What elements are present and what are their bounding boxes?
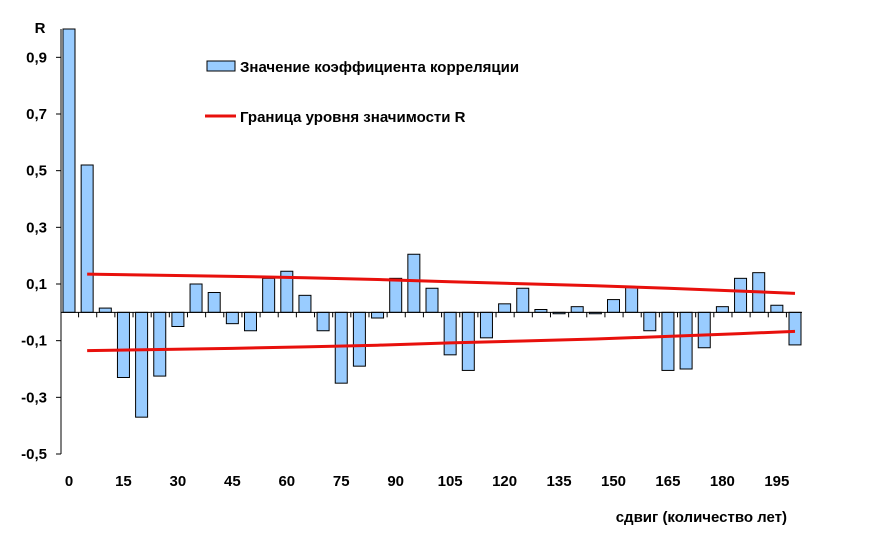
- y-tick-label: -0,5: [21, 446, 47, 463]
- x-tick-label: 30: [170, 473, 187, 490]
- bar: [389, 277, 403, 313]
- y-tick-label: 0,3: [26, 219, 47, 236]
- bar: [570, 306, 584, 313]
- bar: [116, 311, 130, 379]
- x-tick-label: 15: [115, 473, 132, 490]
- y-tick-group: 0,9 0,7 0,5 0,3 0,1 -0,1 -0,3 -0,5: [21, 49, 61, 463]
- bar: [244, 311, 257, 332]
- bar: [62, 28, 76, 313]
- x-tick-label: 45: [224, 473, 241, 490]
- bar: [788, 311, 802, 346]
- bar: [516, 287, 530, 313]
- bar: [407, 253, 421, 313]
- x-tick-label: 180: [710, 473, 735, 490]
- y-tick-label: -0,3: [21, 389, 47, 406]
- x-axis-title: сдвиг (количество лет): [616, 509, 787, 526]
- bar: [625, 286, 639, 313]
- bar: [80, 164, 94, 313]
- bar: [770, 304, 784, 313]
- bar: [479, 311, 493, 339]
- legend-bar-label: Значение коэффициента корреляции: [240, 59, 519, 76]
- significance-line: [87, 329, 796, 353]
- y-tick-label: -0,1: [21, 333, 47, 350]
- x-tick-group: 0 15 30 45 60 75 90 105 120 135 150 165 180 195: [65, 312, 789, 490]
- bar: [661, 311, 675, 371]
- x-tick-label: 90: [387, 473, 404, 490]
- bar: [443, 311, 457, 356]
- y-tick-label: 0,1: [26, 276, 47, 293]
- y-tick-label: 0,5: [26, 163, 47, 180]
- bar: [643, 311, 657, 332]
- bar: [316, 311, 330, 332]
- x-tick-label: 165: [655, 473, 680, 490]
- bar: [189, 283, 203, 313]
- x-tick-label: 60: [278, 473, 295, 490]
- bar: [334, 311, 348, 384]
- legend: Значение коэффициента корреляции Граница…: [205, 59, 519, 126]
- line-series-group: [87, 272, 796, 353]
- bar: [715, 306, 729, 313]
- bar: [98, 307, 112, 313]
- x-tick-label: 135: [547, 473, 572, 490]
- x-tick-label: 0: [65, 473, 73, 490]
- bar: [135, 311, 149, 418]
- x-tick-label: 105: [438, 473, 463, 490]
- bar: [697, 311, 711, 349]
- bar: [262, 277, 276, 313]
- bar: [171, 311, 185, 328]
- bar: [679, 311, 693, 370]
- y-tick-label: 0,7: [26, 106, 47, 123]
- y-tick-label: 0,9: [26, 49, 47, 66]
- x-tick-label: 120: [492, 473, 517, 490]
- bar: [498, 303, 512, 313]
- bar: [207, 292, 221, 313]
- x-tick-label: 195: [764, 473, 789, 490]
- bar: [352, 311, 366, 367]
- bar: [425, 287, 439, 313]
- legend-line-label: Граница уровня значимости R: [240, 109, 466, 126]
- bar-series: [62, 28, 802, 418]
- significance-line: [87, 272, 796, 295]
- x-tick-label: 75: [333, 473, 350, 490]
- bar: [734, 277, 748, 313]
- x-tick-label: 150: [601, 473, 626, 490]
- bar: [153, 311, 167, 377]
- bar: [225, 311, 239, 325]
- bar: [607, 299, 620, 313]
- bar: [298, 294, 312, 313]
- bar: [371, 311, 385, 319]
- legend-bar-swatch: [206, 60, 236, 72]
- y-axis-title: R: [35, 20, 46, 37]
